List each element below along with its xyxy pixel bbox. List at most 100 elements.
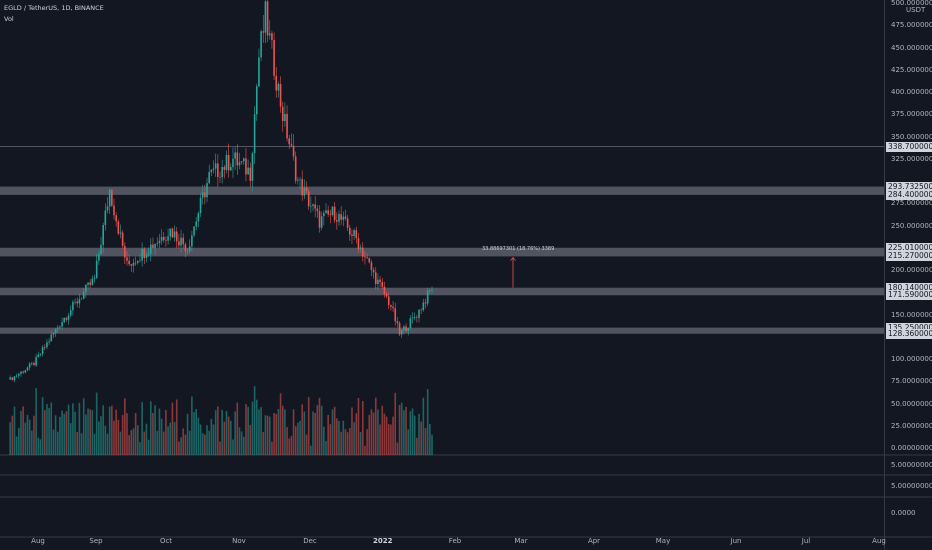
volume-bar xyxy=(271,441,273,455)
candle-body xyxy=(63,317,66,323)
candle-body xyxy=(167,236,169,241)
candle-body xyxy=(262,31,265,33)
volume-bar xyxy=(340,431,342,455)
volume-bar xyxy=(186,413,189,455)
candle-body xyxy=(33,363,35,366)
candle-body xyxy=(385,293,388,297)
volume-bar xyxy=(377,409,379,455)
volume-bar xyxy=(355,413,358,455)
volume-bar xyxy=(268,416,271,455)
volume-bar xyxy=(255,399,258,455)
candle-body xyxy=(18,373,20,376)
candle-body xyxy=(186,250,189,252)
candle-body xyxy=(275,75,278,91)
zone-price-label: 293.73250000 xyxy=(886,181,932,192)
volume-bar xyxy=(307,397,310,455)
candle-body xyxy=(403,326,405,330)
candle-body xyxy=(264,1,267,33)
date-tick-label: Feb xyxy=(448,537,462,545)
volume-bar xyxy=(403,410,405,455)
volume-bar xyxy=(130,430,133,455)
candle-body xyxy=(344,216,347,219)
price-tick-label: 375.00000000 xyxy=(891,110,932,119)
support-resistance-zones xyxy=(0,186,884,334)
volume-bar xyxy=(188,430,191,455)
volume-bar xyxy=(98,421,100,455)
candle-body xyxy=(342,216,345,220)
volume-bar xyxy=(346,432,349,455)
candle-body xyxy=(247,167,249,175)
volume-bar xyxy=(30,430,33,455)
pane-value-label: 5.00000000 xyxy=(891,461,932,469)
volume-bar xyxy=(359,431,362,455)
measure-arrow xyxy=(510,257,516,261)
candle-body xyxy=(312,204,314,207)
volume-bar xyxy=(342,420,345,455)
volume-bar xyxy=(286,427,288,455)
candle-body xyxy=(128,260,130,265)
volume-bar xyxy=(199,424,202,455)
volume-bar xyxy=(275,414,278,455)
candle-body xyxy=(379,279,381,283)
candle-body xyxy=(349,227,351,235)
candle-body xyxy=(162,236,165,241)
volume-bar xyxy=(56,431,59,455)
volume-bar xyxy=(381,405,384,455)
candle-body xyxy=(217,163,219,177)
volume-bar xyxy=(426,389,429,455)
volume-bar xyxy=(353,422,355,455)
candle-body xyxy=(208,172,210,184)
volume-bar xyxy=(212,424,215,455)
volume-bar xyxy=(100,416,102,455)
candle-body xyxy=(145,255,148,258)
candle-body xyxy=(310,206,312,207)
candle-body xyxy=(28,363,31,368)
volume-bar xyxy=(9,422,11,455)
candle-body xyxy=(85,284,87,292)
volume-bar xyxy=(72,403,74,455)
volume-bar xyxy=(303,411,306,455)
candle-body xyxy=(108,189,111,207)
candle-body xyxy=(69,310,72,316)
price-tick-label: 150.00000000 xyxy=(891,310,932,319)
price-tick-label: 475.00000000 xyxy=(891,21,932,30)
date-tick-label: Aug xyxy=(31,537,45,545)
candle-body xyxy=(130,264,133,266)
price-tick-label: 25.00000000 xyxy=(891,421,932,430)
candle-body xyxy=(230,167,232,171)
volume-bar xyxy=(175,399,178,455)
volume-bar xyxy=(316,405,319,455)
candle-body xyxy=(175,231,178,242)
volume-bar xyxy=(35,388,37,455)
measure-label: 33.88697301 (18.76%) 3389 xyxy=(482,245,555,252)
volume-bar xyxy=(204,434,206,455)
volume-bar xyxy=(290,436,293,455)
candle-body xyxy=(355,230,358,239)
candle-body xyxy=(91,278,94,285)
candle-body xyxy=(299,179,301,180)
volume-bar xyxy=(336,418,338,455)
candle-body xyxy=(242,158,245,162)
candle-body xyxy=(95,260,98,278)
volume-bar xyxy=(43,410,46,455)
volume-bar xyxy=(87,408,89,455)
candle-body xyxy=(232,158,234,168)
volume-bar xyxy=(372,412,375,455)
zone-0 xyxy=(0,186,884,195)
volume-bar xyxy=(193,412,195,455)
candle-body xyxy=(333,206,336,221)
zone-price-label: 128.36000000 xyxy=(886,328,932,339)
volume-bar xyxy=(227,416,230,455)
volume-bar xyxy=(387,424,390,455)
candle-body xyxy=(182,237,185,245)
volume-bar xyxy=(139,442,141,455)
candle-body xyxy=(284,113,286,122)
volume-bar xyxy=(281,405,284,455)
date-tick-label: Nov xyxy=(232,537,246,545)
candle-body xyxy=(219,176,221,178)
candle-body xyxy=(266,1,269,36)
candle-body xyxy=(255,86,258,115)
candle-body xyxy=(411,317,414,319)
volume-bar xyxy=(284,409,286,455)
